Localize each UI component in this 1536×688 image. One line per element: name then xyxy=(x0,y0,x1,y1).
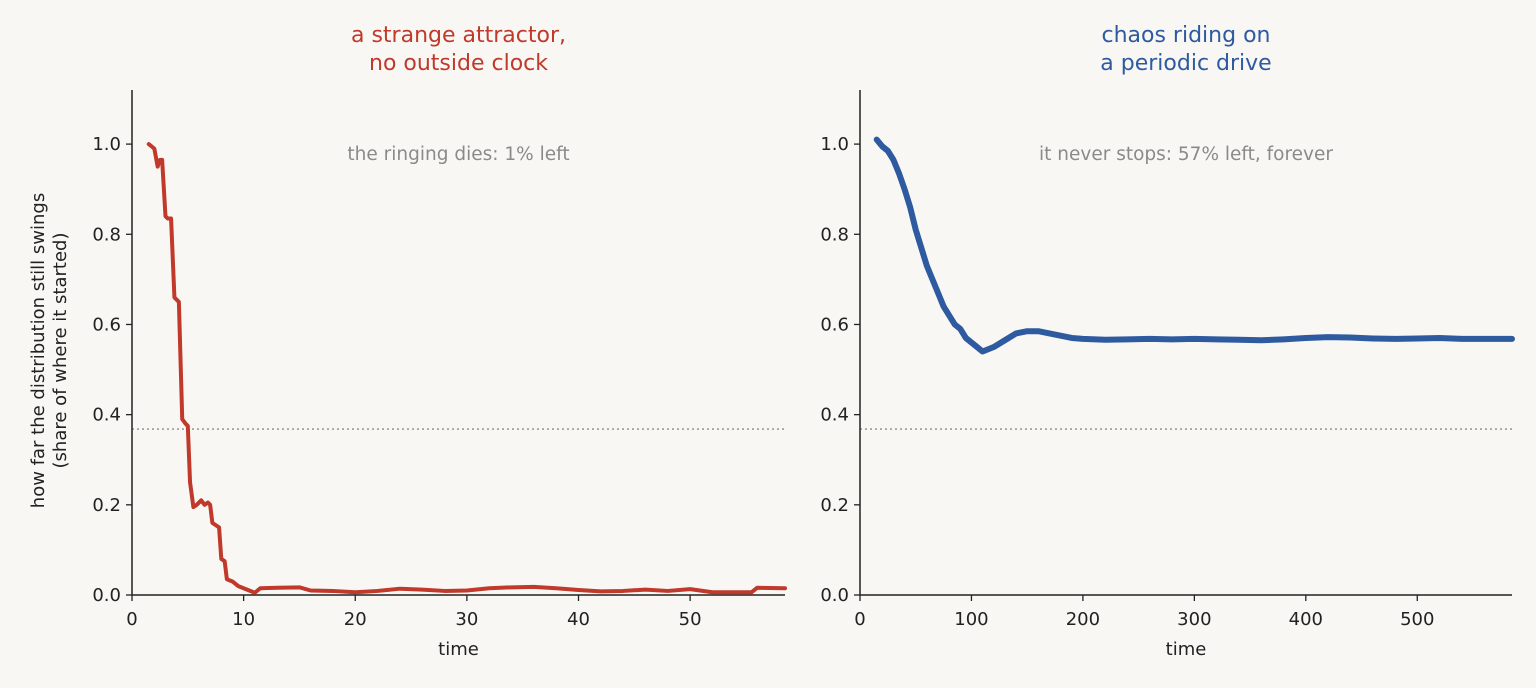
panel-1-x-axis-label: time xyxy=(438,639,479,660)
panel-2-y-tick-label: 0.0 xyxy=(820,585,849,606)
panel-1-y-tick-label: 0.6 xyxy=(92,314,121,335)
panel-1-x-tick-label: 30 xyxy=(455,609,478,630)
panel-1-x-tick-label: 0 xyxy=(126,609,137,630)
panel-2-title-line: a periodic drive xyxy=(1100,51,1271,76)
panel-1-y-axis-label-line: how far the distribution still swings xyxy=(28,193,49,508)
panel-2-title: chaos riding on a periodic drive xyxy=(1100,23,1271,76)
panel-2-x-tick-label: 100 xyxy=(954,609,988,630)
panel-1-y-tick-label: 0.2 xyxy=(92,495,121,516)
panel-1-series-line xyxy=(146,142,787,595)
panel-2-y-tick-label: 1.0 xyxy=(820,134,849,155)
panel-1-title-line: no outside clock xyxy=(369,51,548,76)
panel-1-x-tick-label: 40 xyxy=(567,609,590,630)
panel-1-y-axis-label: how far the distribution still swings(sh… xyxy=(28,193,71,508)
panel-1-y-axis-label-line: (share of where it started) xyxy=(50,233,71,469)
panel-2-annotation: it never stops: 57% left, forever xyxy=(1039,144,1333,165)
panel-2-title-line: chaos riding on xyxy=(1102,23,1271,48)
panel-1-x-tick-label: 50 xyxy=(679,609,702,630)
panel-1-y-tick-label: 0.8 xyxy=(92,224,121,245)
panel-1-title-line: a strange attractor, xyxy=(351,23,566,48)
panel-2-x-tick-label: 300 xyxy=(1177,609,1211,630)
panel-1-y-tick-label: 0.0 xyxy=(92,585,121,606)
panel-2-y-tick-label: 0.8 xyxy=(820,224,849,245)
panel-1-annotation: the ringing dies: 1% left xyxy=(347,144,569,165)
panel-1-x-tick-label: 20 xyxy=(344,609,367,630)
panel-1-title: a strange attractor, no outside clock xyxy=(351,23,566,76)
panel-2-series-line xyxy=(873,136,1515,355)
panel-2-y-tick-label: 0.6 xyxy=(820,314,849,335)
panel-2-x-tick-label: 500 xyxy=(1400,609,1434,630)
panel-1-y-tick-label: 1.0 xyxy=(92,134,121,155)
panel-2-y-tick-label: 0.4 xyxy=(820,405,849,426)
panel-2-x-tick-label: 200 xyxy=(1066,609,1100,630)
panel-1-x-tick-label: 10 xyxy=(232,609,255,630)
panel-2-y-tick-label: 0.2 xyxy=(820,495,849,516)
panel-2-x-axis-label: time xyxy=(1166,639,1207,660)
panel-1-y-tick-label: 0.4 xyxy=(92,405,121,426)
panel-2-x-tick-label: 400 xyxy=(1289,609,1323,630)
panel-2-x-tick-label: 0 xyxy=(854,609,865,630)
